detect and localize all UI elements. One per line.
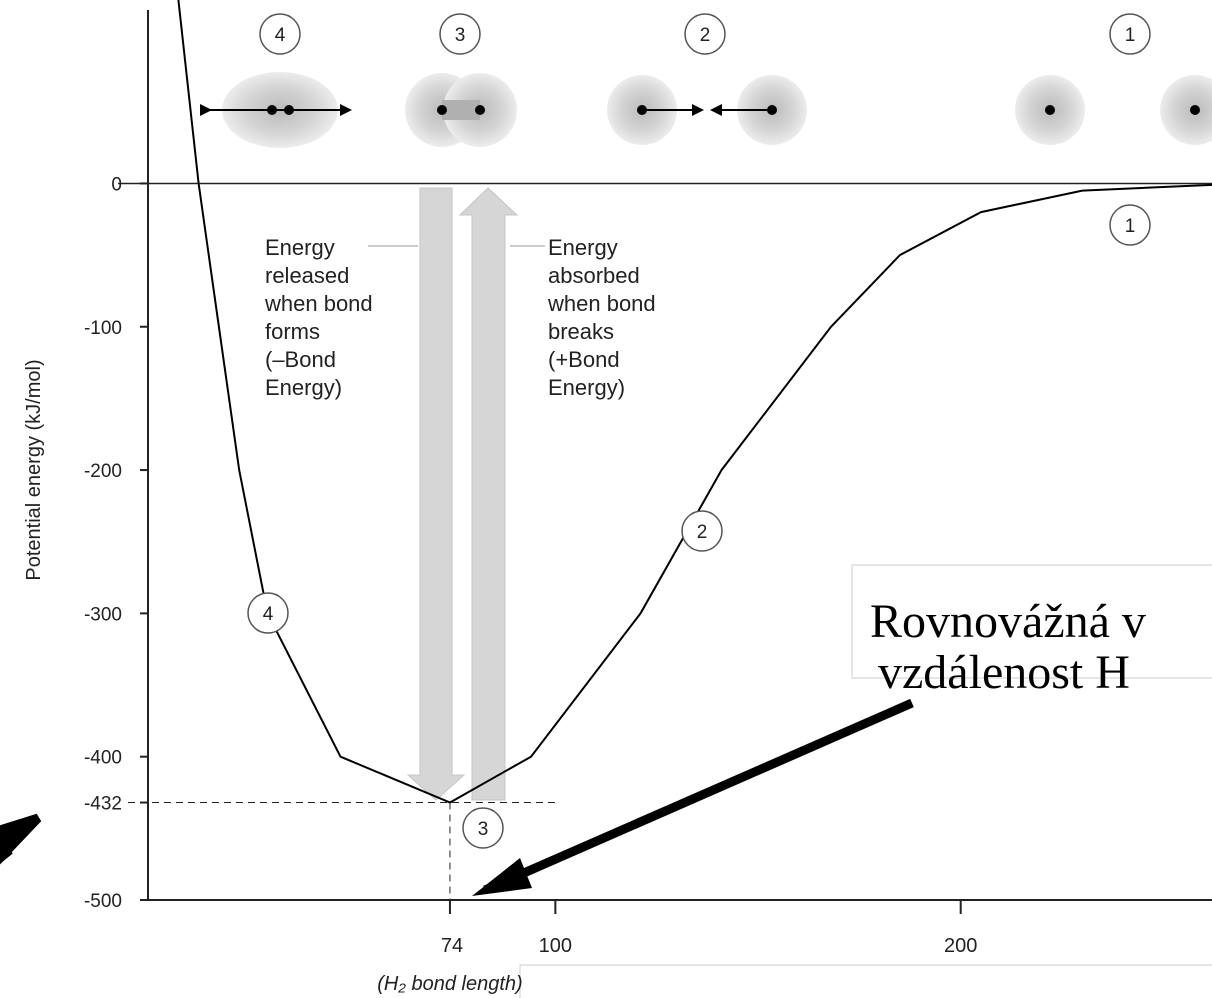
curve-marker: 1	[1125, 216, 1136, 237]
curve-marker-circle	[247, 592, 289, 634]
y-axis-label: Potential energy (kJ/mol)	[23, 359, 45, 580]
absorbed-text: absorbed	[548, 263, 640, 288]
released-text: Energy)	[265, 375, 342, 400]
y-tick-label: -500	[84, 891, 122, 912]
y-tick-label: -432	[84, 794, 122, 815]
molecules	[200, 72, 1212, 148]
curve-marker-circle	[462, 807, 504, 849]
callout-box	[851, 564, 1212, 679]
axes	[147, 10, 1212, 901]
absorbed-text: Energy)	[548, 375, 625, 400]
released-text: (–Bond	[265, 347, 336, 372]
curve-marker-circle	[1109, 204, 1151, 246]
released-text: forms	[265, 319, 320, 344]
absorbed-text: when bond	[547, 291, 656, 316]
y-tick-label: -100	[84, 318, 122, 339]
curve-marker: 2	[697, 522, 708, 543]
bottom-box	[519, 964, 1212, 998]
top-marker: 4	[275, 25, 286, 46]
curve-marker-circle	[681, 510, 723, 552]
curve-marker: 3	[478, 819, 489, 840]
callout-text: Rovnovážná v	[870, 595, 1146, 648]
absorbed-text: breaks	[548, 319, 614, 344]
released-text: Energy	[265, 235, 335, 260]
released-text: released	[265, 263, 349, 288]
callout-text: vzdálenost H	[878, 646, 1130, 699]
x-tick-label: 100	[539, 935, 572, 957]
curve	[177, 0, 1212, 804]
x-note: (H₂ bond length)	[377, 973, 523, 995]
top-marker-circle	[684, 13, 726, 55]
top-marker: 2	[700, 25, 711, 46]
curve-marker: 4	[263, 604, 274, 625]
side-arrow	[0, 813, 42, 865]
callout-arrowhead	[472, 858, 532, 896]
x-tick-label: 200	[944, 935, 977, 957]
top-marker: 3	[455, 25, 466, 46]
released-text: when bond	[264, 291, 373, 316]
top-marker-circle	[1109, 13, 1151, 55]
top-marker-circle	[259, 13, 301, 55]
x-tick-label: 74	[441, 935, 463, 957]
y-tick-label: 0	[111, 174, 122, 195]
absorbed-text: Energy	[548, 235, 618, 260]
callout-arrow	[483, 698, 914, 895]
y-tick-label: -400	[84, 748, 122, 769]
top-marker: 1	[1125, 25, 1136, 46]
y-tick-label: -300	[84, 604, 122, 625]
top-marker-circle	[439, 13, 481, 55]
y-tick-label: -200	[84, 461, 122, 482]
absorbed-text: (+Bond	[548, 347, 620, 372]
energy-arrows	[368, 187, 545, 801]
